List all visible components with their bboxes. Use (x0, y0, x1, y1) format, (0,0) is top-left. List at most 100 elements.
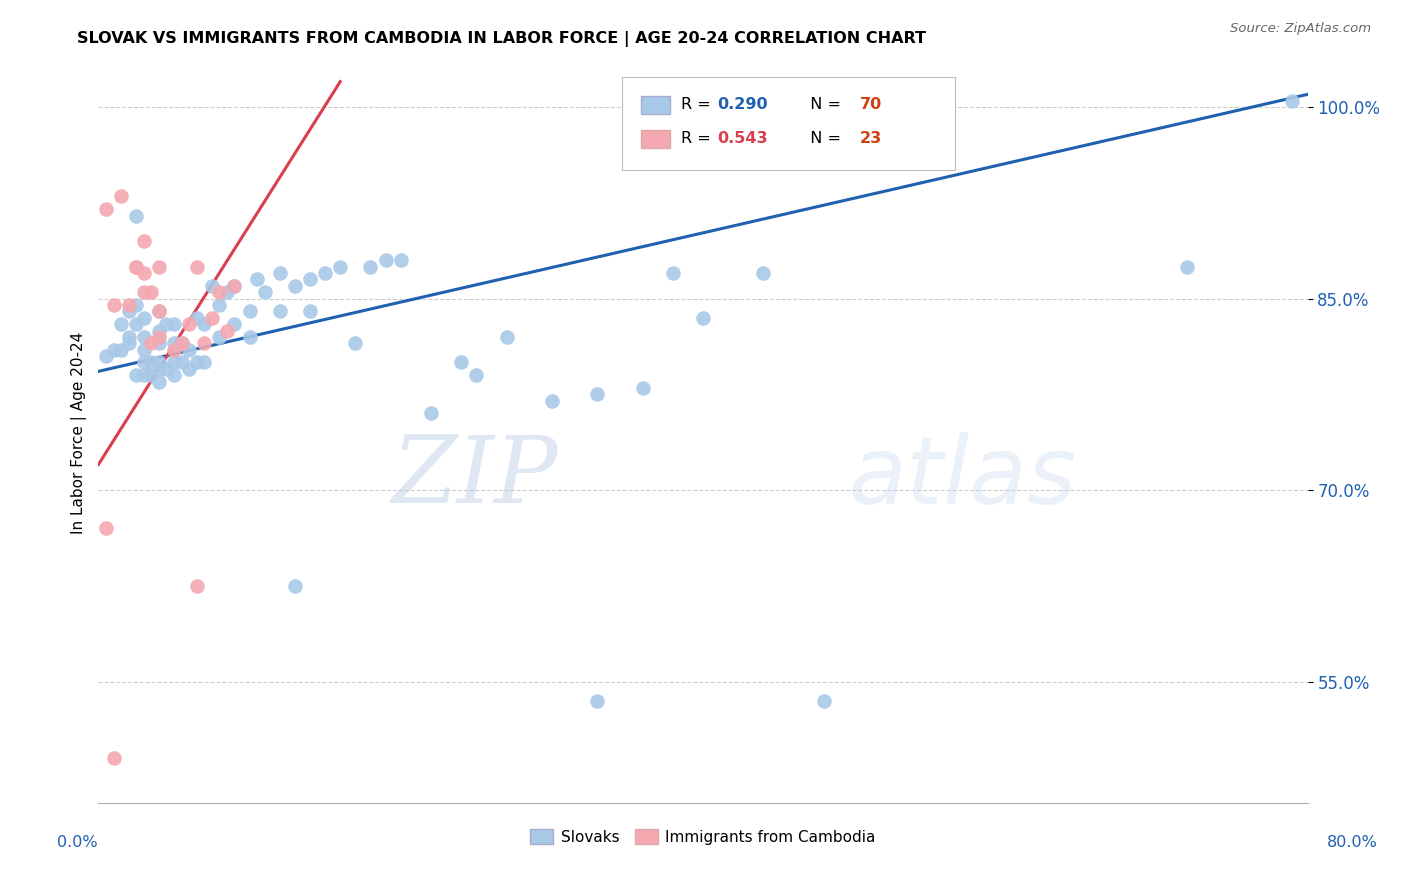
Point (141, 285, 163, 300)
Point (118, 304, 141, 318)
FancyBboxPatch shape (641, 130, 671, 147)
Point (201, 278, 224, 293)
Point (132, 343, 155, 357)
Text: N =: N = (800, 131, 846, 146)
Point (148, 304, 170, 318)
Point (193, 317, 215, 331)
Point (103, 343, 125, 357)
Point (269, 304, 291, 318)
Point (141, 355, 163, 369)
Point (110, 343, 132, 357)
Point (94, 202, 117, 217)
Point (692, 310, 714, 325)
Point (360, 260, 382, 274)
Point (284, 579, 307, 593)
Point (110, 189, 132, 203)
Text: Source: ZipAtlas.com: Source: ZipAtlas.com (1230, 22, 1371, 36)
Point (1281, 94, 1303, 108)
Point (148, 324, 170, 338)
Text: R =: R = (682, 97, 716, 112)
Point (253, 285, 276, 300)
Text: 70: 70 (860, 97, 883, 112)
Point (224, 278, 246, 293)
Point (132, 234, 155, 248)
Point (110, 317, 132, 331)
Text: 0.0%: 0.0% (58, 836, 97, 850)
Point (132, 330, 155, 344)
Text: ZIP: ZIP (391, 432, 558, 522)
Point (103, 298, 125, 312)
Point (215, 285, 238, 300)
Point (344, 336, 367, 351)
Point (299, 272, 322, 286)
Point (586, 694, 609, 708)
Point (465, 368, 488, 383)
Point (269, 266, 291, 280)
Text: 0.290: 0.290 (717, 97, 768, 112)
FancyBboxPatch shape (641, 95, 671, 113)
Point (163, 368, 186, 383)
Point (125, 260, 148, 274)
Point (374, 253, 396, 268)
Point (631, 381, 654, 395)
Point (94, 349, 117, 363)
Point (586, 387, 609, 401)
Point (186, 579, 208, 593)
Point (215, 324, 238, 338)
Point (118, 330, 141, 344)
Point (148, 304, 170, 318)
Text: 23: 23 (860, 131, 883, 146)
Point (314, 266, 336, 280)
Point (132, 266, 155, 280)
Point (450, 355, 472, 369)
Point (163, 343, 186, 357)
Point (170, 336, 193, 351)
Point (118, 336, 141, 351)
Point (155, 361, 177, 376)
Point (132, 285, 155, 300)
Point (163, 336, 186, 351)
Point (148, 336, 170, 351)
Point (208, 285, 231, 300)
Text: SLOVAK VS IMMIGRANTS FROM CAMBODIA IN LABOR FORCE | AGE 20-24 CORRELATION CHART: SLOVAK VS IMMIGRANTS FROM CAMBODIA IN LA… (77, 31, 927, 47)
Legend: Slovaks, Immigrants from Cambodia: Slovaks, Immigrants from Cambodia (524, 822, 882, 851)
Point (163, 317, 186, 331)
Point (186, 260, 208, 274)
Point (193, 336, 215, 351)
Point (170, 355, 193, 369)
Point (389, 253, 412, 268)
Text: N =: N = (800, 97, 846, 112)
Point (170, 336, 193, 351)
Point (163, 355, 186, 369)
Point (224, 278, 246, 293)
Point (246, 272, 269, 286)
Point (239, 304, 262, 318)
Point (148, 375, 170, 389)
Point (148, 361, 170, 376)
Point (1175, 260, 1198, 274)
Point (420, 407, 443, 421)
Point (125, 209, 148, 223)
Point (125, 298, 148, 312)
Point (125, 368, 148, 383)
Point (141, 336, 163, 351)
Point (132, 310, 155, 325)
Point (179, 343, 201, 357)
Text: 80.0%: 80.0% (1327, 836, 1378, 850)
Point (224, 317, 246, 331)
Point (155, 317, 177, 331)
Point (208, 298, 231, 312)
Point (495, 330, 517, 344)
Point (132, 355, 155, 369)
Point (813, 694, 835, 708)
Point (132, 368, 155, 383)
Point (94, 521, 117, 535)
Point (179, 361, 201, 376)
Point (125, 260, 148, 274)
Point (661, 266, 683, 280)
Point (752, 266, 775, 280)
Point (141, 368, 163, 383)
Point (186, 310, 208, 325)
Point (201, 310, 224, 325)
FancyBboxPatch shape (621, 78, 955, 169)
